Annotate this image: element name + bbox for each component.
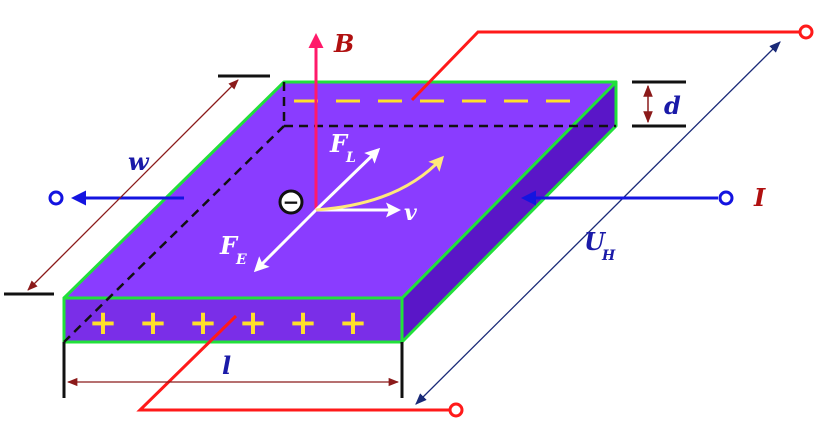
label-i: I — [753, 183, 766, 212]
thickness-dimension — [632, 80, 686, 128]
bottom-wire — [136, 314, 450, 412]
electric-force-arrow — [253, 208, 318, 273]
width-arrow — [27, 79, 239, 291]
positive-charge: + — [239, 303, 268, 343]
label-fl: F L — [329, 129, 356, 166]
positive-charge: + — [289, 303, 318, 343]
svg-text:F: F — [219, 231, 239, 260]
electron-sign: − — [283, 190, 300, 214]
width-dimension — [4, 74, 270, 296]
bottom-terminal[interactable] — [448, 402, 464, 418]
force-vectors — [253, 147, 445, 273]
label-w: w — [128, 147, 150, 176]
length-dimension — [62, 342, 404, 398]
positive-charges: + + + + + + — [89, 303, 368, 343]
label-l: l — [222, 351, 231, 380]
svg-text:U: U — [584, 227, 607, 256]
current-right-terminal[interactable] — [718, 190, 734, 206]
svg-text:F: F — [329, 129, 349, 158]
label-fe: F E — [219, 231, 247, 268]
top-terminal[interactable] — [798, 24, 814, 40]
positive-charge: + — [339, 303, 368, 343]
current-left-terminal[interactable] — [48, 190, 64, 206]
label-uh: U H — [584, 227, 616, 264]
label-v: v — [404, 200, 417, 226]
svg-text:H: H — [601, 248, 616, 264]
positive-charge: + — [189, 303, 218, 343]
electron: − — [278, 189, 304, 215]
trajectory-arrow — [315, 155, 445, 212]
label-d: d — [664, 91, 681, 120]
positive-charge: + — [139, 303, 168, 343]
svg-text:L: L — [345, 150, 356, 166]
positive-charge: + — [89, 303, 118, 343]
hall-voltage-arrow — [415, 41, 781, 405]
svg-text:E: E — [235, 252, 247, 268]
label-b: B — [333, 29, 354, 58]
lorentz-force-arrow — [314, 147, 381, 212]
